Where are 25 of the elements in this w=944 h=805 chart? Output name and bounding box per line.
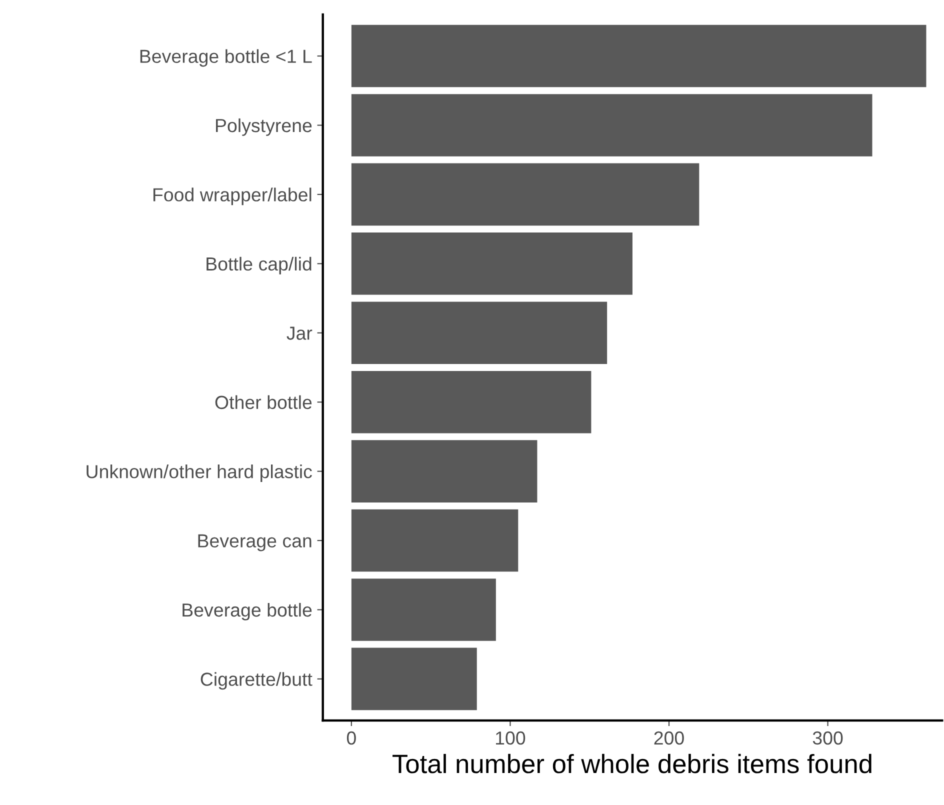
y-tick-label: Polystyrene	[216, 118, 312, 136]
y-tick-label: Beverage bottle	[182, 602, 312, 620]
y-tick-label: Beverage bottle <1 L	[140, 49, 312, 67]
bar	[351, 163, 700, 226]
x-tick-label: 200	[654, 731, 684, 745]
x-tick-label: 0	[346, 731, 356, 745]
bar	[351, 648, 477, 710]
bar	[351, 24, 926, 88]
y-tick-label: Food wrapper/label	[153, 188, 312, 206]
y-tick-label: Other bottle	[215, 395, 312, 410]
y-tick-label: Beverage can	[198, 534, 312, 552]
bar	[351, 440, 538, 502]
bar	[351, 302, 608, 364]
bar	[351, 94, 872, 156]
y-tick-label: Bottle cap/lid	[206, 256, 312, 274]
x-tick-label: 100	[496, 731, 526, 745]
bar	[351, 232, 632, 295]
bar	[351, 509, 518, 572]
y-tick-label: Jar	[286, 326, 312, 340]
x-axis-title: Total number of whole debris items found	[392, 754, 872, 774]
y-tick-label: Unknown/other hard plastic	[86, 464, 312, 482]
y-tick-label: Cigarette/butt	[200, 672, 312, 690]
x-tick-label: 300	[812, 731, 843, 745]
bar	[351, 578, 496, 641]
bar	[351, 370, 592, 434]
